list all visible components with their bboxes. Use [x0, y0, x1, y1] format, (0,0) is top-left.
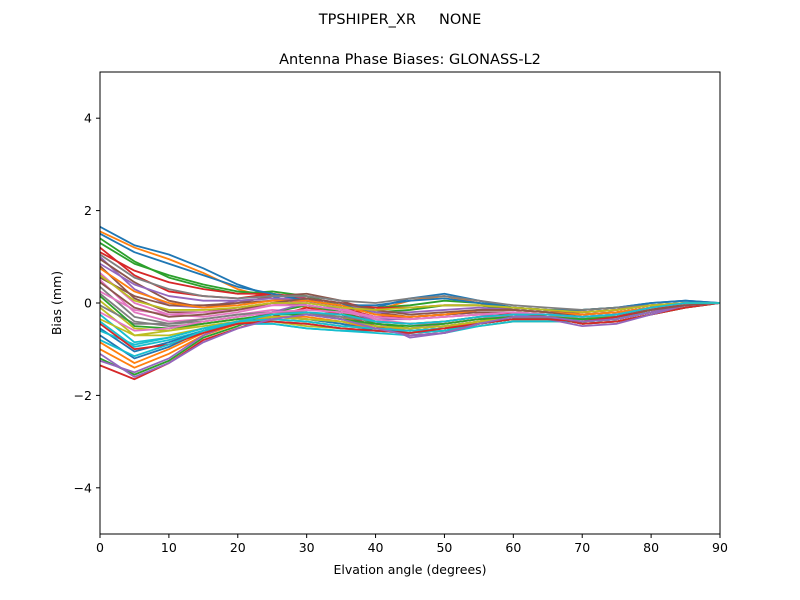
x-tick-label: 20 — [230, 540, 246, 555]
x-tick-label: 80 — [643, 540, 659, 555]
y-tick-label: 0 — [84, 296, 92, 311]
x-tick-label: 30 — [299, 540, 315, 555]
chart-title: Antenna Phase Biases: GLONASS-L2 — [279, 52, 541, 68]
x-tick-label: 0 — [96, 540, 104, 555]
x-tick-label: 60 — [505, 540, 521, 555]
x-axis: 0 10 20 30 40 50 60 70 80 90 — [96, 534, 728, 555]
series-layer — [100, 225, 720, 381]
y-tick-label: 2 — [84, 203, 92, 218]
y-tick-label: −4 — [74, 480, 92, 495]
x-tick-label: 10 — [161, 540, 177, 555]
series-line-32 — [100, 267, 720, 318]
x-tick-label: 40 — [368, 540, 384, 555]
series-line-35 — [100, 302, 720, 378]
y-axis-label: Bias (mm) — [49, 271, 64, 335]
y-axis: −4 −2 0 2 4 — [74, 111, 100, 495]
series-line-15 — [100, 302, 720, 374]
series-line-38 — [100, 253, 720, 311]
series-line-39 — [100, 274, 720, 314]
series-line-40 — [100, 302, 720, 358]
x-axis-label: Elvation angle (degrees) — [333, 562, 486, 577]
y-tick-label: 4 — [84, 111, 92, 126]
x-tick-label: 70 — [574, 540, 590, 555]
series-line-34 — [100, 302, 720, 351]
x-tick-label: 90 — [712, 540, 728, 555]
figure-suptitle: TPSHIPER_XR NONE — [318, 12, 482, 28]
x-tick-label: 50 — [436, 540, 452, 555]
y-tick-label: −2 — [74, 388, 92, 403]
